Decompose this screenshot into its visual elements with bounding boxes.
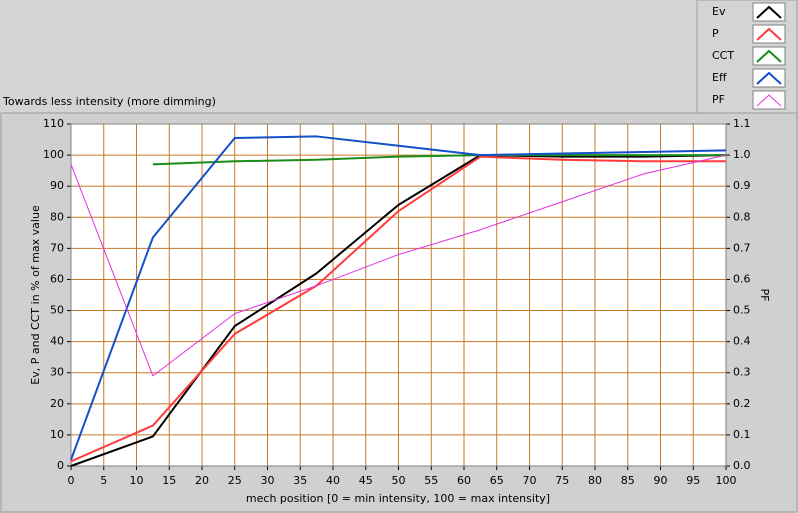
y2-tick-label: 0.1 <box>733 428 751 441</box>
chart-title: Towards less intensity (more dimming) <box>2 95 216 108</box>
x-tick-label: 85 <box>621 474 635 487</box>
legend-label: CCT <box>712 49 734 62</box>
x-tick-label: 55 <box>424 474 438 487</box>
x-tick-label: 5 <box>100 474 107 487</box>
legend-swatch <box>756 27 782 41</box>
y-tick-label: 20 <box>50 397 64 410</box>
x-tick-label: 0 <box>68 474 75 487</box>
y2-tick-label: 0.9 <box>733 179 751 192</box>
y2-tick-label: 0.4 <box>733 335 751 348</box>
series-line <box>70 154 727 467</box>
legend-label: Ev <box>712 5 726 18</box>
y-tick-label: 90 <box>50 179 64 192</box>
y-tick-label: 110 <box>43 117 64 130</box>
series-line <box>70 154 727 377</box>
y2-tick-label: 1.1 <box>733 117 751 130</box>
y2-tick-label: 0.7 <box>733 241 751 254</box>
legend-label: PF <box>712 93 725 106</box>
y2-tick-label: 0.2 <box>733 397 751 410</box>
x-tick-label: 80 <box>588 474 602 487</box>
legend-swatch-box <box>752 68 786 88</box>
y-tick-label: 40 <box>50 335 64 348</box>
legend-swatch <box>756 94 782 107</box>
y2-axis-label: PF <box>758 289 771 302</box>
y-tick-label: 50 <box>50 304 64 317</box>
legend-label: P <box>712 27 719 40</box>
x-tick-label: 60 <box>457 474 471 487</box>
x-tick-label: 70 <box>523 474 537 487</box>
x-axis-label: mech position [0 = min intensity, 100 = … <box>246 492 550 505</box>
y2-tick-label: 0.3 <box>733 366 751 379</box>
x-tick-label: 15 <box>162 474 176 487</box>
series-line <box>70 135 727 461</box>
y2-tick-label: 0.8 <box>733 210 751 223</box>
y2-tick-label: 0.0 <box>733 459 751 472</box>
y2-tick-label: 0.6 <box>733 272 751 285</box>
x-tick-label: 95 <box>686 474 700 487</box>
y-tick-label: 60 <box>50 272 64 285</box>
legend-swatch-box <box>752 2 786 22</box>
legend-swatch <box>756 5 782 19</box>
legend-swatch <box>756 49 782 63</box>
y-axis-label: Ev, P and CCT in % of max value <box>29 205 42 385</box>
plot-border <box>70 123 727 467</box>
legend-swatch-box <box>752 90 786 110</box>
series-line <box>70 155 726 463</box>
x-tick-label: 40 <box>326 474 340 487</box>
legend-swatch <box>756 71 782 85</box>
y-tick-label: 10 <box>50 428 64 441</box>
x-tick-label: 35 <box>293 474 307 487</box>
y-tick-label: 80 <box>50 210 64 223</box>
x-tick-label: 25 <box>228 474 242 487</box>
y-tick-label: 0 <box>57 459 64 472</box>
y2-tick-label: 0.5 <box>733 304 751 317</box>
x-tick-label: 20 <box>195 474 209 487</box>
x-tick-label: 90 <box>654 474 668 487</box>
x-tick-label: 100 <box>716 474 737 487</box>
y2-tick-label: 1.0 <box>733 148 751 161</box>
legend-swatch-box <box>752 46 786 66</box>
x-tick-label: 10 <box>130 474 144 487</box>
x-tick-label: 75 <box>555 474 569 487</box>
x-tick-label: 30 <box>261 474 275 487</box>
legend-label: Eff <box>712 71 727 84</box>
y-tick-label: 100 <box>43 148 64 161</box>
x-tick-label: 50 <box>392 474 406 487</box>
y-tick-label: 30 <box>50 366 64 379</box>
legend-swatch-box <box>752 24 786 44</box>
x-tick-label: 45 <box>359 474 373 487</box>
y-tick-label: 70 <box>50 241 64 254</box>
x-tick-label: 65 <box>490 474 504 487</box>
series-line <box>152 154 726 166</box>
